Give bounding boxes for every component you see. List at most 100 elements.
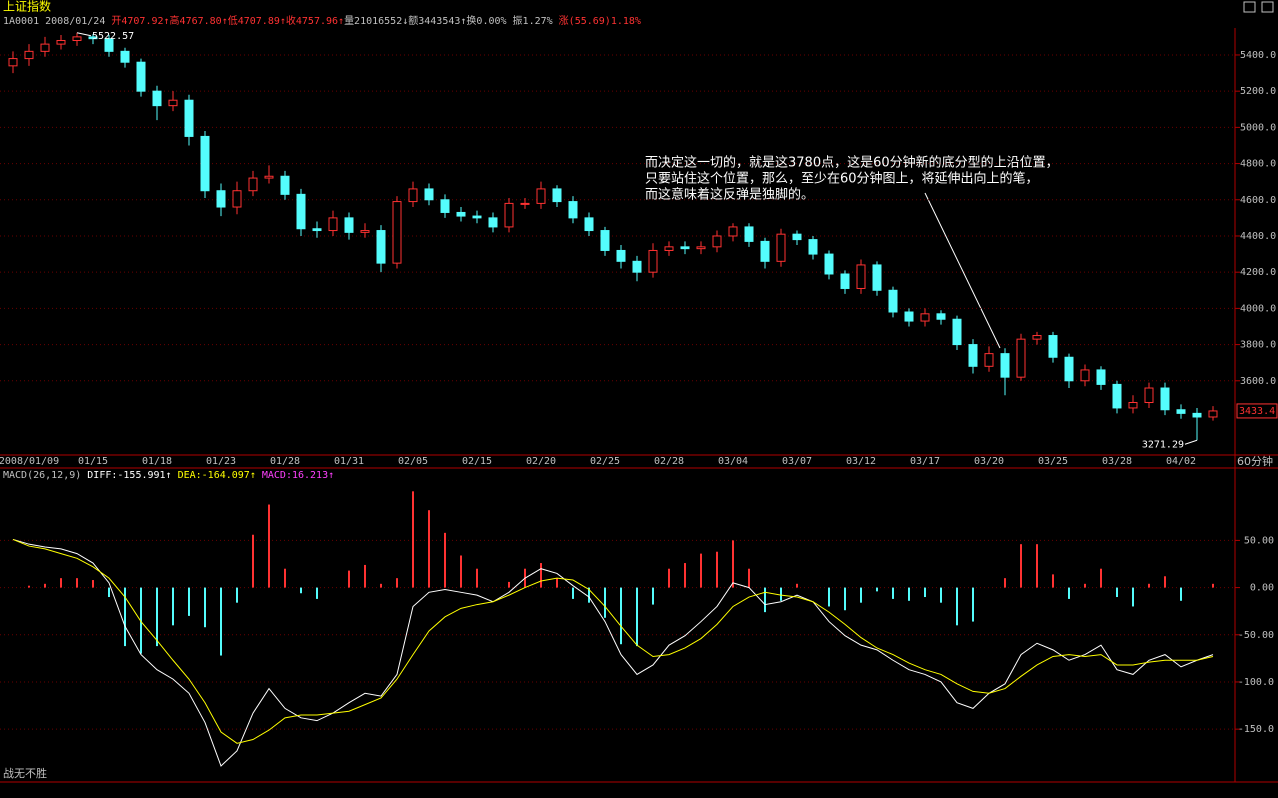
candle-body xyxy=(424,188,434,201)
candle-body xyxy=(200,135,210,192)
candle-body xyxy=(1016,338,1026,378)
candle-body xyxy=(712,235,722,248)
x-tick-label: 2008/01/09 xyxy=(0,456,59,467)
legend-title: MACD(26,12,9) xyxy=(3,470,81,481)
candle-body xyxy=(1176,409,1186,414)
candle-body xyxy=(344,217,354,233)
info-item: 额3443543↑ xyxy=(408,14,466,27)
y-tick-label: 50.00 xyxy=(1244,535,1274,546)
x-tick-label: 02/20 xyxy=(526,456,556,467)
candle-body xyxy=(440,199,450,213)
candle-body xyxy=(360,230,370,233)
candle-body xyxy=(1064,356,1074,382)
period-label: 60分钟 xyxy=(1237,454,1273,468)
annotation: 而这意味着这反弹是独脚的。 xyxy=(645,187,814,203)
y-tick-label: 3600.0 xyxy=(1240,376,1276,387)
candle-body xyxy=(152,90,162,107)
candle-body xyxy=(888,289,898,313)
candle-body xyxy=(696,246,706,250)
y-tick-label: 4800.0 xyxy=(1240,159,1276,170)
candle-body xyxy=(232,190,242,208)
candle-body xyxy=(72,36,82,41)
y-tick-label: -150.0 xyxy=(1238,724,1274,735)
candle-body xyxy=(584,217,594,232)
candle-body xyxy=(1144,387,1154,404)
candle-body xyxy=(920,313,930,322)
candle-body xyxy=(808,239,818,255)
x-tick-label: 03/20 xyxy=(974,456,1004,467)
candle-body xyxy=(120,50,130,63)
info-item: 开4707.92↑ xyxy=(111,16,169,27)
y-tick-label: -50.00 xyxy=(1238,630,1274,641)
info-item: 1A0001 2008/01/24 xyxy=(3,16,111,27)
candle-body xyxy=(744,226,754,242)
x-tick-label: 01/23 xyxy=(206,456,236,467)
candle-body xyxy=(40,43,50,52)
candle-body xyxy=(248,177,258,192)
candle-body xyxy=(328,217,338,232)
y-tick-label: -100.0 xyxy=(1238,677,1274,688)
annotation: 而决定这一切的，就是这3780点，这是60分钟新的底分型的上沿位置， xyxy=(645,155,1059,171)
candle-body xyxy=(184,99,194,137)
candle-body xyxy=(760,240,770,262)
candle-body xyxy=(312,228,322,232)
x-tick-label: 01/31 xyxy=(334,456,364,467)
candle-body xyxy=(504,202,514,228)
last-price-box xyxy=(1236,403,1278,419)
candle-body xyxy=(1160,387,1170,411)
x-tick-label: 02/15 xyxy=(462,456,492,467)
candle-body xyxy=(776,233,786,262)
candle-body xyxy=(1192,412,1202,418)
footer: 战无不胜 xyxy=(3,766,47,780)
candle-body xyxy=(88,36,98,40)
candle-body xyxy=(568,201,578,219)
x-tick-label: 02/25 xyxy=(590,456,620,467)
candle-body xyxy=(840,273,850,289)
legend: MACD(26,12,9) DIFF:-155.991↑ DEA:-164.097↑… xyxy=(3,470,334,481)
x-tick-label: 03/04 xyxy=(718,456,748,467)
window-buttons[interactable] xyxy=(1243,1,1274,13)
min-pointer xyxy=(1184,439,1198,445)
candle-body xyxy=(520,202,530,205)
candle-body xyxy=(536,188,546,204)
candle-body xyxy=(1000,353,1010,378)
candle-body xyxy=(1080,369,1090,382)
candle-body xyxy=(1032,335,1042,340)
candle-body xyxy=(552,188,562,203)
macd-line xyxy=(12,538,1214,744)
candle-body xyxy=(904,311,914,322)
candle-body xyxy=(408,188,418,203)
candle-body xyxy=(648,249,658,273)
candle-body xyxy=(600,230,610,251)
y-tick-label: 4200.0 xyxy=(1240,267,1276,278)
candle-body xyxy=(616,249,626,262)
y-tick-label: 4000.0 xyxy=(1240,303,1276,314)
legend-entry: MACD:16.213↑ xyxy=(262,470,334,481)
x-tick-label: 03/28 xyxy=(1102,456,1132,467)
candle-body xyxy=(104,38,114,52)
info-line: 1A0001 2008/01/24 开4707.92↑高4767.80↑低470… xyxy=(3,14,641,27)
last-price-label: 3433.4 xyxy=(1239,406,1275,417)
x-tick-label: 03/12 xyxy=(846,456,876,467)
info-item: 换0.00% xyxy=(466,14,512,27)
annotation-arrow xyxy=(924,192,1001,349)
x-tick-label: 03/25 xyxy=(1038,456,1068,467)
min-label: 3271.29 xyxy=(1142,439,1184,450)
restore-button[interactable] xyxy=(1243,1,1256,13)
x-tick-label: 02/28 xyxy=(654,456,684,467)
legend-entry: DIFF:-155.991↑ xyxy=(87,470,171,481)
candle-body xyxy=(1112,383,1122,409)
candle-body xyxy=(1208,410,1218,418)
candle-body xyxy=(824,253,834,275)
x-tick-label: 04/02 xyxy=(1166,456,1196,467)
candle-body xyxy=(856,264,866,289)
candle-body xyxy=(792,233,802,241)
info-item: 高4767.80↑ xyxy=(170,14,228,27)
candle-body xyxy=(264,175,274,179)
max-label: 5522.57 xyxy=(92,31,134,42)
candle-body xyxy=(456,211,466,217)
close-button[interactable] xyxy=(1261,1,1274,13)
